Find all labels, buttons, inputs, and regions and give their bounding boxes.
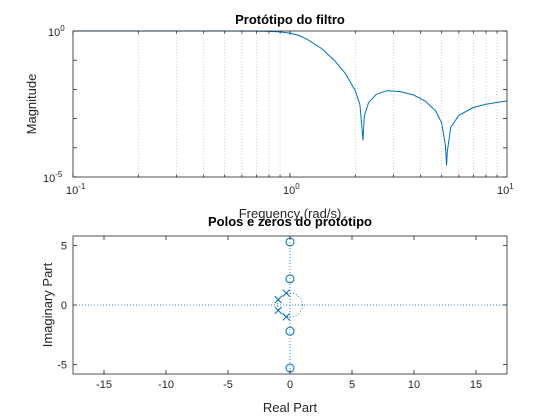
magnitude-ytick-label: 100: [48, 24, 65, 39]
pole-zero-tick-marks: [73, 236, 507, 374]
pole-marker-stroke: [274, 295, 283, 304]
pole-zero-ytick-label: 0: [61, 300, 67, 312]
pole-marker: [274, 306, 283, 315]
pole-zero-ylabel: Imaginary Part: [40, 262, 55, 347]
zero-marker: [285, 274, 295, 284]
pole-zero-xtick-label: 0: [287, 379, 293, 391]
magnitude-xtick-label: 100: [283, 182, 300, 197]
magnitude-plot-area: [73, 31, 507, 177]
pole-zero-xtick-label: 15: [470, 379, 482, 391]
magnitude-xtick-label: 10-1: [66, 182, 86, 197]
magnitude-series-line: [73, 30, 508, 166]
pole-zero-xtick-label: 5: [349, 379, 355, 391]
pole-zero-plot: Polos e zeros do protótipo Real Part Ima…: [40, 214, 508, 415]
pole-marker: [274, 295, 283, 304]
magnitude-axes-box: [72, 30, 508, 178]
pole-zero-guides: [73, 236, 507, 374]
magnitude-tick-marks: [72, 30, 507, 178]
pole-zero-xtick-label: -15: [96, 379, 112, 391]
magnitude-ytick-label: 10-5: [43, 170, 63, 185]
pole-zero-markers: [274, 237, 295, 373]
zero-marker: [285, 326, 295, 336]
pole-zero-xlabel: Real Part: [263, 400, 318, 415]
magnitude-xlabel: Frequency (rad/s): [239, 206, 342, 221]
pole-marker-stroke: [282, 289, 291, 297]
pole-zero-ytick-label: -5: [57, 359, 67, 371]
pole-zero-title: Polos e zeros do protótipo: [208, 214, 372, 229]
magnitude-title: Protótipo do filtro: [235, 12, 345, 27]
pole-marker-stroke: [282, 313, 291, 321]
pole-zero-xtick-labels: -15 -10 -5 0 5 10 15: [96, 379, 482, 391]
unit-circle: [277, 292, 303, 318]
magnitude-xtick-label: 101: [497, 182, 514, 197]
pole-zero-xtick-label: -10: [158, 379, 174, 391]
pole-zero-xtick-label: -5: [223, 379, 233, 391]
magnitude-plot: Protótipo do filtro Frequency (rad/s) Ma…: [24, 12, 514, 221]
pole-marker: [282, 289, 291, 297]
pole-marker: [282, 313, 291, 321]
magnitude-ylabel: Magnitude: [24, 74, 39, 135]
pole-marker-stroke: [274, 306, 283, 315]
pole-zero-xtick-label: 10: [408, 379, 420, 391]
pole-zero-ytick-label: 5: [61, 241, 67, 253]
pole-zero-ytick-labels: -5 0 5: [57, 241, 67, 372]
pole-zero-axes-box: [72, 235, 508, 375]
